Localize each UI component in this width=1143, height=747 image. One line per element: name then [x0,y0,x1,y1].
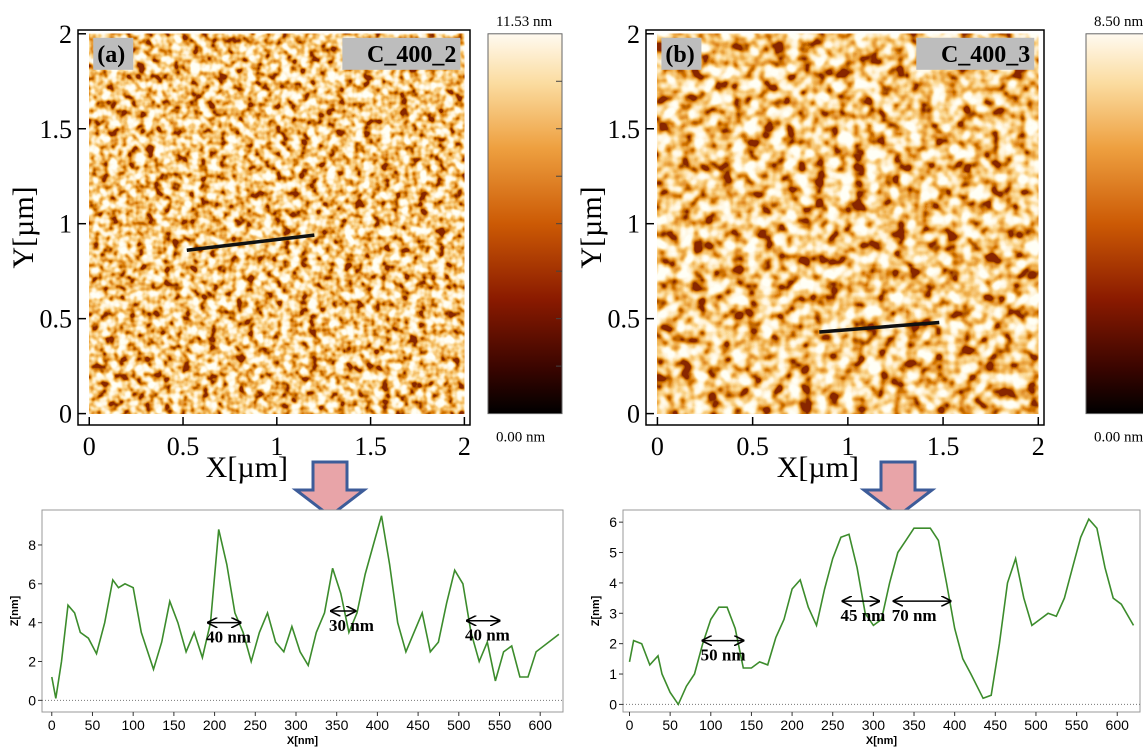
y-tick-label: 6 [609,514,617,530]
afm-image [657,33,1039,414]
label-box [661,37,702,70]
y-tick-label: 6 [28,576,36,592]
y-tick-label: 1 [627,210,640,239]
y-tick-label: 3 [609,605,617,621]
x-tick-label: 500 [447,717,471,733]
y-tick-label: 4 [609,575,617,591]
panel-label: (b) [665,42,694,68]
x-tick-label: 250 [821,717,845,733]
width-label: 50 nm [701,646,746,665]
colorbar-max-label: 11.53 nm [496,14,552,30]
x-tick-label: 300 [862,717,886,733]
x-tick-label: 1.5 [927,432,960,461]
x-tick-label: 550 [1065,717,1089,733]
x-axis-label: X[µm] [206,451,288,484]
y-tick-label: 0.5 [608,305,641,334]
y-axis-label: Z[nm] [590,595,602,626]
x-tick-label: 450 [984,717,1008,733]
width-label: 70 nm [892,606,937,625]
afm-image [89,33,465,414]
y-tick-label: 0 [609,696,617,712]
x-tick-label: 450 [406,717,430,733]
y-tick-label: 0.5 [40,305,73,334]
width-label: 40 nm [465,626,510,645]
colorbar [1085,33,1143,415]
x-tick-label: 350 [902,717,926,733]
x-tick-label: 400 [943,717,967,733]
x-tick-label: 600 [529,717,553,733]
scan-line [186,233,315,253]
label-box [342,37,461,70]
x-tick-label: 300 [284,717,308,733]
x-tick-label: 1 [841,432,854,461]
axes-frame [41,509,564,713]
x-tick-label: 50 [85,717,101,733]
y-tick-label: 2 [28,654,36,670]
colorbar-max-label: 8.50 nm [1094,14,1143,30]
colorbar-min-label: 0.00 nm [496,430,546,446]
y-tick-label: 4 [28,615,36,631]
y-axis-label: Y[µm] [7,186,40,268]
x-tick-label: 200 [203,717,227,733]
label-box [916,37,1035,70]
axes-frame [645,29,1045,426]
x-axis-label: X[nm] [866,735,898,747]
x-tick-label: 500 [1024,717,1048,733]
y-tick-label: 0 [627,400,640,429]
y-tick-label: 1 [59,210,72,239]
y-tick-label: 2 [609,636,617,652]
y-axis-label: Y[µm] [575,186,608,268]
y-tick-label: 5 [609,545,617,561]
axes-frame [77,29,471,426]
x-tick-label: 400 [366,717,390,733]
colorbar [487,33,563,415]
y-tick-label: 0 [28,692,36,708]
x-axis-label: X[nm] [287,735,319,747]
scan-line [819,320,940,334]
x-tick-label: 0 [83,432,96,461]
x-tick-label: 100 [121,717,145,733]
width-label: 30 nm [329,616,374,635]
x-tick-label: 250 [244,717,268,733]
x-tick-label: 0.5 [167,432,200,461]
down-arrow [859,460,937,518]
x-tick-label: 1 [270,432,283,461]
y-tick-label: 2 [627,20,640,49]
colorbar-min-label: 0.00 nm [1094,430,1143,446]
y-tick-label: 1.5 [40,115,73,144]
x-tick-label: 0.5 [736,432,769,461]
x-tick-label: 50 [662,717,678,733]
x-tick-label: 550 [488,717,512,733]
width-label: 40 nm [206,628,251,647]
down-arrow [291,460,369,518]
x-tick-label: 0 [651,432,664,461]
y-tick-label: 1 [609,666,617,682]
x-tick-label: 2 [1032,432,1045,461]
x-tick-label: 0 [48,717,56,733]
label-box [93,37,134,70]
x-tick-label: 1.5 [354,432,387,461]
sample-label: C_400_3 [941,42,1030,68]
y-tick-label: 1.5 [608,115,641,144]
x-tick-label: 150 [162,717,186,733]
x-tick-label: 0 [626,717,634,733]
x-tick-label: 200 [780,717,804,733]
panel-label: (a) [97,42,125,68]
y-axis-label: Z[nm] [9,595,21,626]
x-tick-label: 150 [740,717,764,733]
profile-line [51,515,560,699]
y-tick-label: 2 [59,20,72,49]
x-tick-label: 350 [325,717,349,733]
sample-label: C_400_2 [367,42,456,68]
x-axis-label: X[µm] [777,451,859,484]
width-label: 45 nm [840,606,885,625]
y-tick-label: 0 [59,400,72,429]
y-tick-label: 8 [28,537,36,553]
axes-frame [622,509,1141,713]
x-tick-label: 2 [458,432,471,461]
x-tick-label: 600 [1106,717,1130,733]
x-tick-label: 100 [699,717,723,733]
